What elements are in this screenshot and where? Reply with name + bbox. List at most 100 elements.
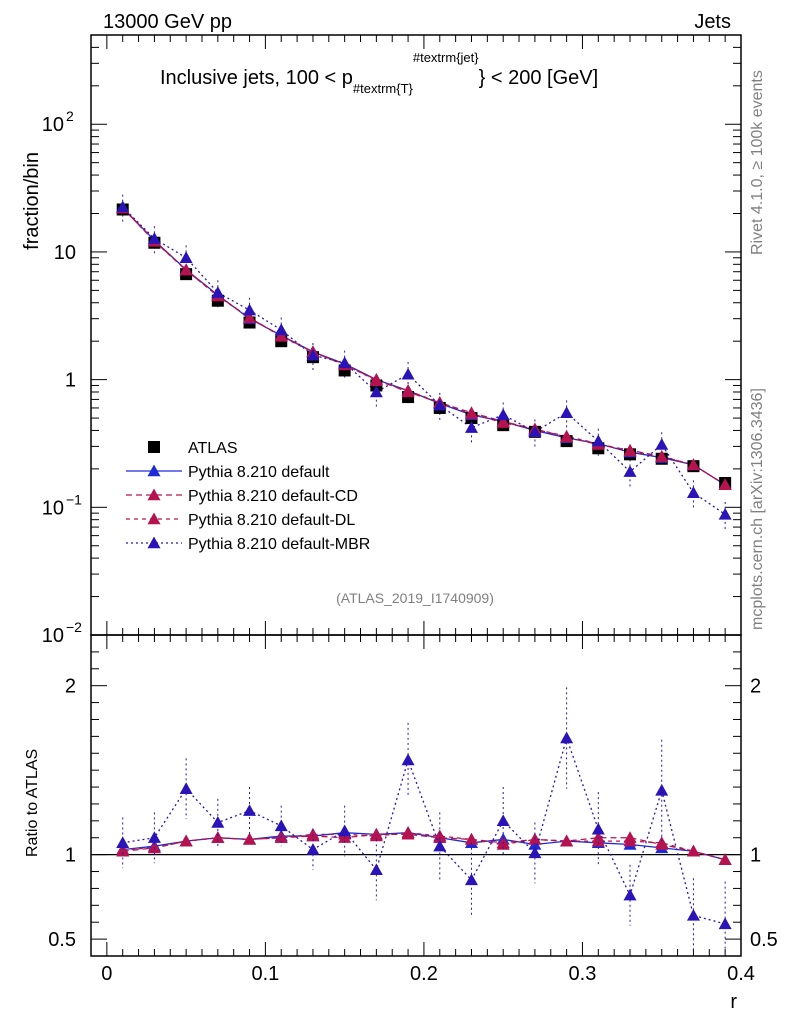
ratio-point-3 <box>655 836 669 849</box>
ratio-point-4 <box>179 782 193 794</box>
ratio-point-3 <box>591 834 605 847</box>
data-marks <box>116 194 732 956</box>
y-tick-label: 1 <box>65 370 76 392</box>
ratio-point-4 <box>496 814 510 827</box>
ratio-point-3 <box>623 834 637 847</box>
ratio-point-4 <box>560 731 574 744</box>
y-tick-label: 10 <box>42 625 64 647</box>
legend-label: Pythia 8.210 default-DL <box>188 512 355 529</box>
ratio-point-4 <box>306 843 320 855</box>
ratio-point-4 <box>147 831 161 843</box>
series-point-4 <box>243 303 257 316</box>
series-point-3 <box>369 374 383 386</box>
ratio-point-3 <box>718 853 732 865</box>
ratio-point-3 <box>560 834 574 847</box>
series-point-4 <box>496 408 510 421</box>
x-tick-label: 0.2 <box>410 963 438 985</box>
series-point-4 <box>274 323 288 336</box>
ratio-point-4 <box>464 873 478 886</box>
legend-marker <box>147 512 161 525</box>
series-point-4 <box>528 425 542 438</box>
legend-marker <box>147 488 161 501</box>
ratio-point-4 <box>686 908 700 921</box>
series-point-4 <box>179 251 193 263</box>
ratio-point-3 <box>464 832 478 845</box>
title-sub: #textrm{T} <box>353 81 414 96</box>
mcplots-label: mcplots.cern.ch [arXiv:1306.3436] <box>749 388 766 630</box>
x-tick-label: 0.1 <box>251 963 279 985</box>
ratio-tick-label: 1 <box>65 845 76 867</box>
ratio-tick-label: 2 <box>65 676 76 698</box>
x-tick-label: 0.4 <box>727 963 755 985</box>
process-label: Jets <box>694 11 731 33</box>
ratio-point-3 <box>306 827 320 840</box>
ratio-axis-label: Ratio to ATLAS <box>24 749 41 857</box>
series-point-3 <box>623 444 637 457</box>
series-point-3 <box>464 407 478 419</box>
series-point-4 <box>718 507 732 520</box>
ratio-line-3 <box>122 832 726 861</box>
ratio-tick-label: 0.5 <box>48 929 76 951</box>
series-point-3 <box>243 311 257 323</box>
series-point-4 <box>338 356 352 369</box>
energy-label: 13000 GeV pp <box>103 11 232 33</box>
series-point-4 <box>401 367 415 380</box>
legend-label: ATLAS <box>188 440 238 457</box>
ratio-point-3 <box>401 826 415 838</box>
ratio-point-3 <box>243 832 257 845</box>
series-point-3 <box>560 429 574 442</box>
chart-title: Inclusive jets, 100 < p#textrm{T} #textrm… <box>160 50 598 96</box>
series-point-4 <box>147 232 161 244</box>
x-tick-label: 0 <box>101 963 112 985</box>
legend-marker <box>147 464 161 477</box>
legend-label: Pythia 8.210 default <box>188 464 330 481</box>
series-point-4 <box>306 348 320 361</box>
y-tick-label: 10 <box>42 114 64 136</box>
ratio-line-4 <box>122 735 726 925</box>
x-axis-label: r <box>730 991 737 1013</box>
ratio-point-4 <box>433 839 447 852</box>
series-point-3 <box>274 329 288 342</box>
series-point-4 <box>433 398 447 411</box>
ratio-point-4 <box>116 836 130 849</box>
series-point-3 <box>496 416 510 428</box>
ratio-point-4 <box>528 846 542 859</box>
series-point-4 <box>686 486 700 498</box>
ratio-point-3 <box>211 831 225 843</box>
ratio-point-4 <box>243 804 257 816</box>
ratio-point-4 <box>274 819 288 832</box>
series-point-4 <box>655 438 669 450</box>
series-point-4 <box>591 434 605 447</box>
y-tick-label: 10 <box>42 497 64 519</box>
series-point-3 <box>686 458 700 471</box>
ratio-line-2 <box>122 833 726 861</box>
y-axis-label: fraction/bin <box>21 152 43 250</box>
series-point-4 <box>560 406 574 418</box>
ratio-point-4 <box>623 888 637 901</box>
ratio-point-3 <box>179 834 193 847</box>
series-point-4 <box>369 385 383 398</box>
title-main: Inclusive jets, 100 < p <box>160 67 353 89</box>
ratio-point-4 <box>655 783 669 796</box>
series-point-3 <box>179 263 193 276</box>
legend-marker <box>147 536 161 549</box>
ratio-tick-label-right: 2 <box>750 676 761 698</box>
series-point-3 <box>655 450 669 462</box>
y-tick-exponent: 2 <box>66 108 74 124</box>
reference-label: (ATLAS_2019_I1740909) <box>336 590 494 606</box>
ratio-point-4 <box>718 917 732 930</box>
series-point-4 <box>211 286 225 298</box>
ratio-tick-label-right: 0.5 <box>750 929 778 951</box>
legend-label: Pythia 8.210 default-MBR <box>188 536 370 553</box>
ratio-tick-label-right: 1 <box>750 845 761 867</box>
legend-marker <box>148 441 160 453</box>
ratio-point-3 <box>369 829 383 842</box>
ratio-point-4 <box>591 822 605 835</box>
ratio-point-4 <box>401 753 415 766</box>
ratio-point-4 <box>369 863 383 876</box>
y-tick-exponent: −2 <box>66 619 82 635</box>
series-point-4 <box>623 465 637 477</box>
ratio-point-4 <box>338 824 352 837</box>
